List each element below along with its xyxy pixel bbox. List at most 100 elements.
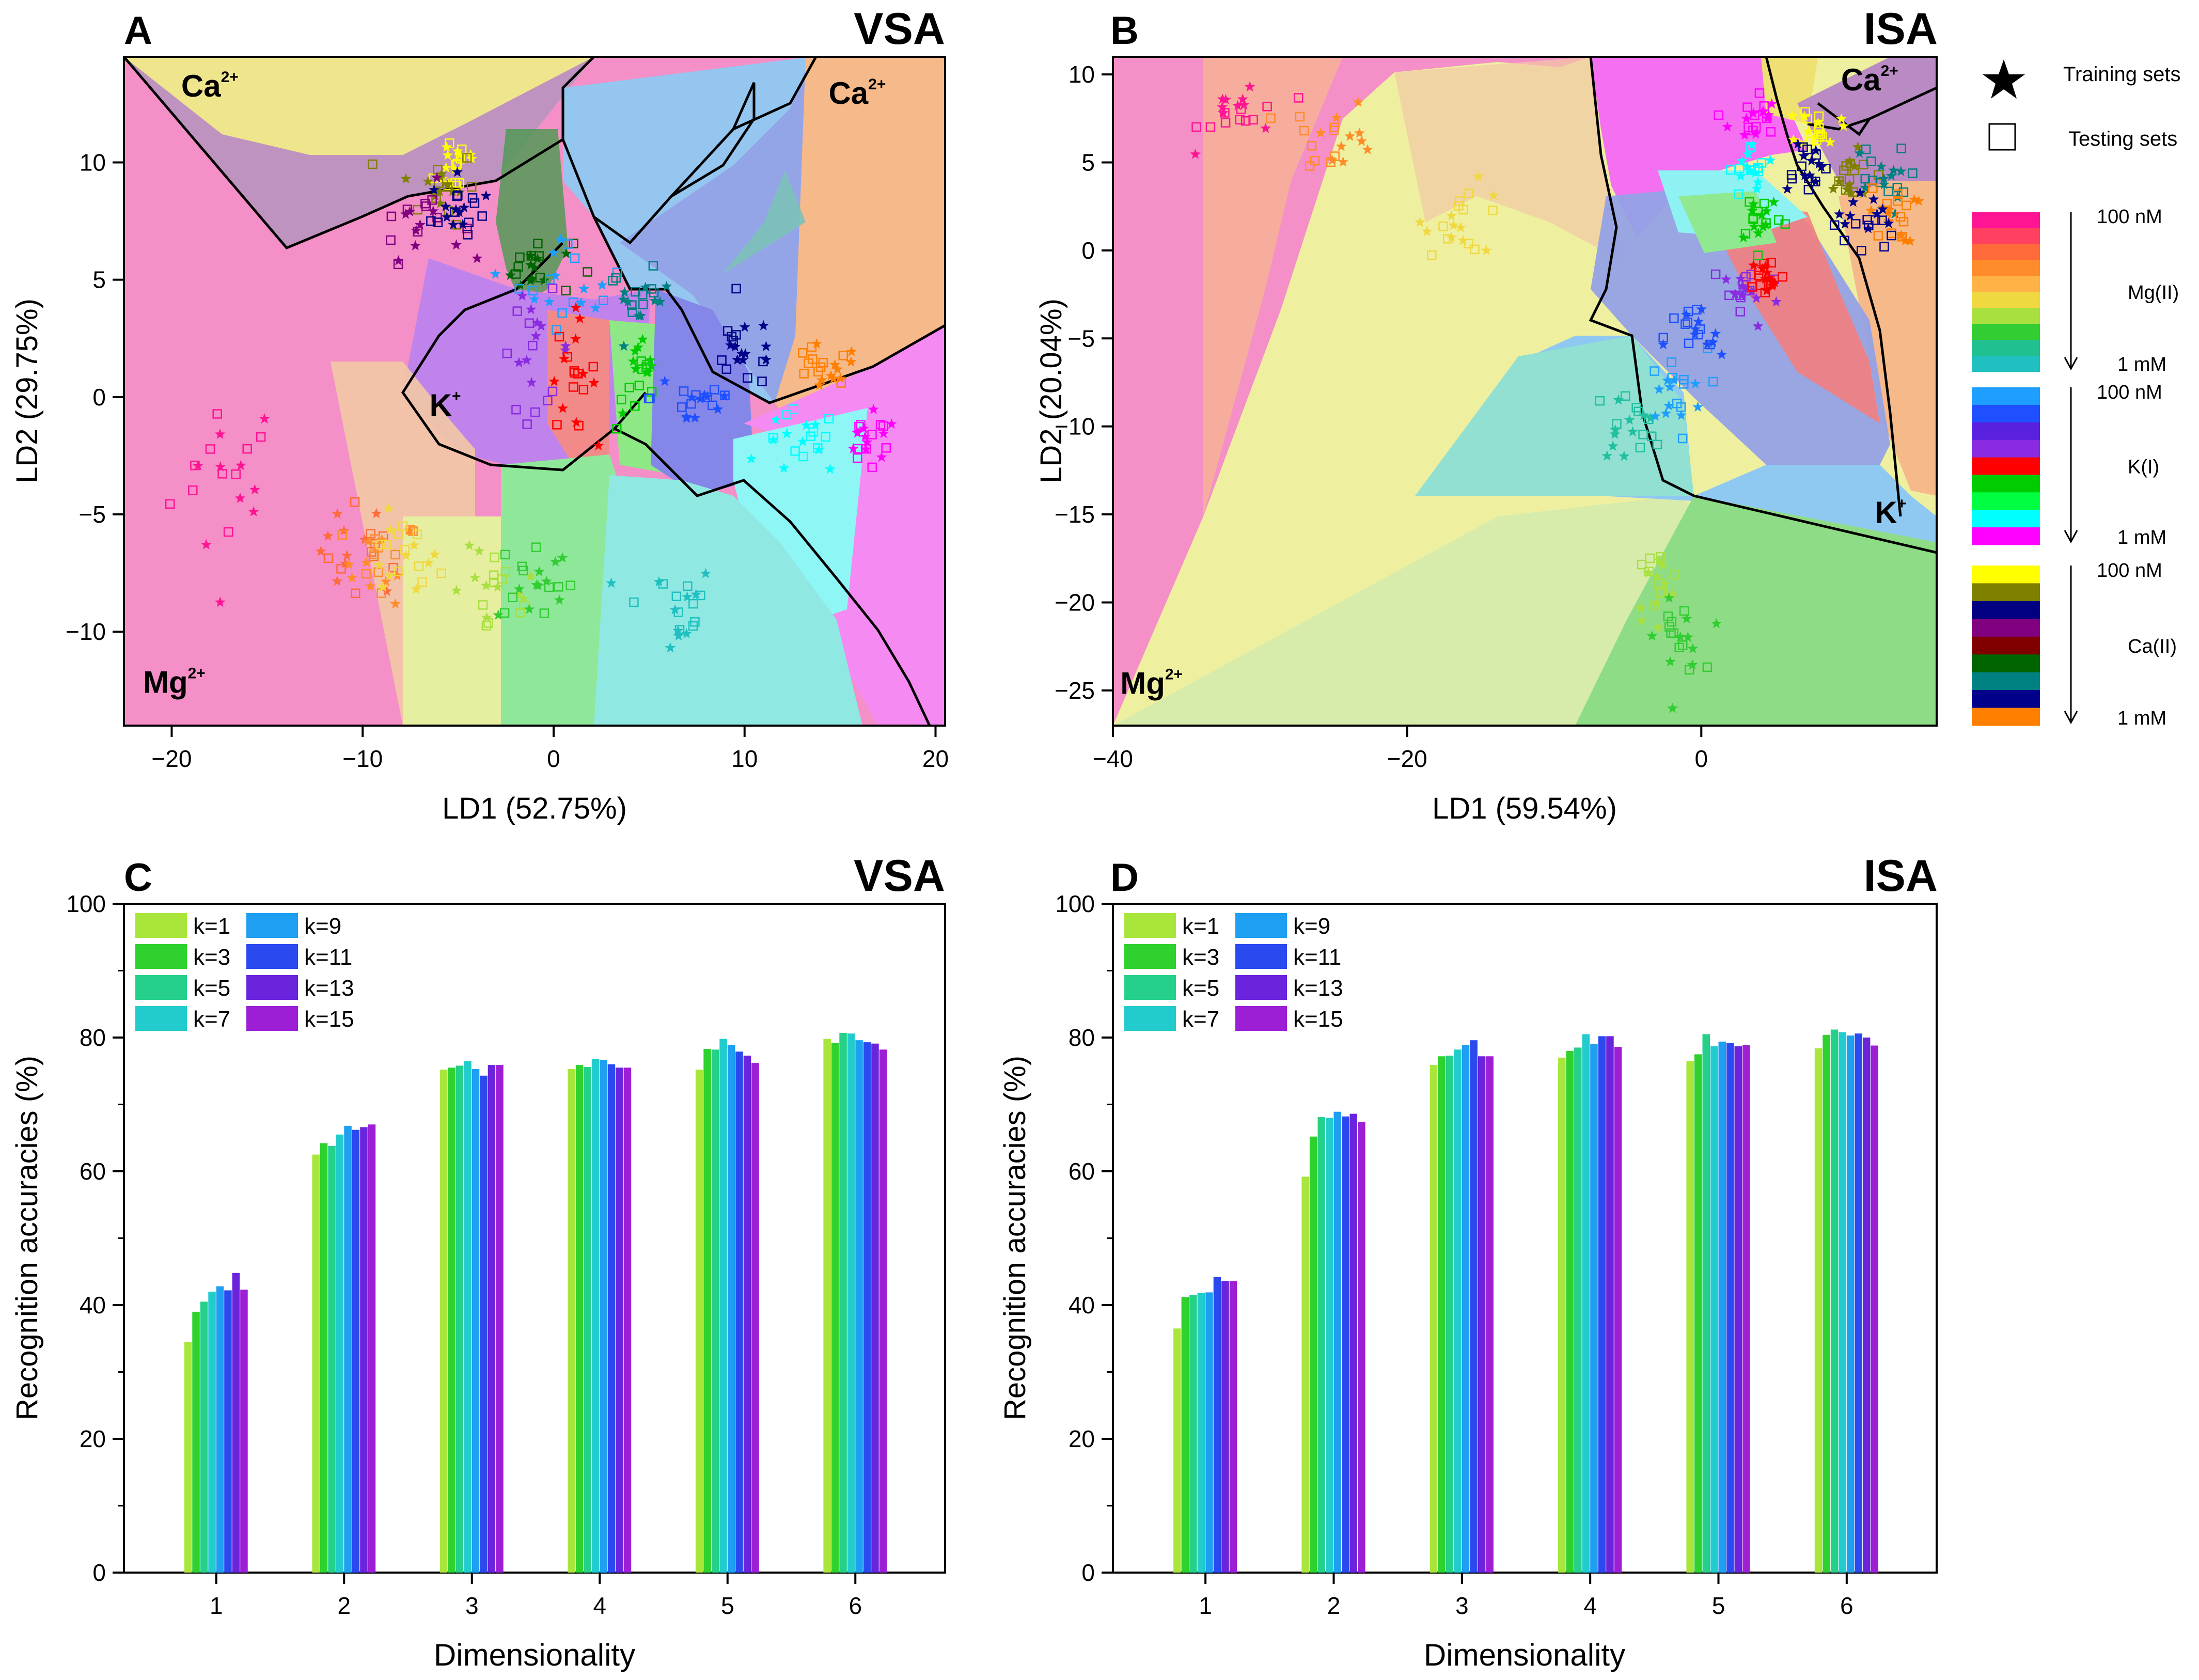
testing-point [1735, 307, 1746, 317]
x-tick-label: 6 [1840, 1592, 1854, 1619]
legend-color-swatch [1972, 492, 2040, 510]
testing-point [545, 274, 555, 285]
training-point [1810, 145, 1821, 155]
legend-group-top: 100 nM [2097, 206, 2162, 228]
testing-point [394, 529, 404, 539]
testing-point [856, 420, 866, 430]
training-point [1744, 164, 1755, 175]
training-point [1833, 176, 1845, 186]
testing-point [690, 617, 700, 627]
bar [831, 1043, 839, 1573]
testing-point [1205, 122, 1216, 132]
legend-color-swatch [1972, 324, 2040, 340]
bar [1846, 1035, 1855, 1573]
bar [455, 1065, 464, 1573]
testing-point [599, 295, 608, 306]
training-point [1842, 184, 1853, 194]
testing-point [1464, 189, 1473, 198]
training-point [627, 355, 639, 366]
training-point [876, 451, 887, 462]
training-point [544, 296, 555, 307]
testing-point [544, 582, 554, 592]
training-point [1838, 120, 1849, 131]
training-point [532, 253, 543, 263]
testing-point [611, 273, 621, 283]
training-point [770, 414, 781, 425]
testing-point [350, 497, 360, 507]
training-point [248, 506, 259, 516]
testing-point [1326, 157, 1336, 167]
x-tick-label: 20 [922, 745, 949, 772]
training-point [214, 596, 226, 607]
legend-swatch [135, 1006, 187, 1031]
training-point [1736, 289, 1747, 300]
bar [1358, 1122, 1365, 1573]
training-point [1758, 106, 1769, 117]
testing-point [1850, 219, 1861, 229]
region-label-superscript: + [1897, 495, 1907, 512]
bar [240, 1290, 248, 1573]
training-point [1812, 117, 1824, 128]
training-point [570, 302, 582, 312]
training-point [1707, 337, 1719, 347]
testing-point [547, 386, 558, 397]
region-label-superscript: 2+ [868, 76, 886, 93]
legend-swatch [246, 944, 298, 969]
testing-point [674, 625, 685, 635]
testing-point [1677, 640, 1688, 650]
testing-point [569, 239, 578, 248]
training-point [635, 310, 647, 321]
testing-point [627, 307, 637, 317]
testing-point [323, 553, 334, 563]
testing-point [361, 569, 371, 579]
training-point [642, 366, 654, 377]
training-point [1331, 112, 1342, 123]
training-point [1710, 328, 1721, 339]
testing-point [789, 404, 798, 414]
training-point [561, 248, 572, 259]
training-point [215, 461, 226, 472]
scatter-cluster [1747, 258, 1787, 297]
scatter-cluster [1725, 139, 1776, 199]
testing-point [854, 421, 864, 432]
training-point [860, 444, 872, 454]
testing-point [402, 205, 413, 214]
testing-point [708, 400, 717, 411]
training-point [377, 581, 388, 592]
testing-point [499, 608, 510, 618]
bar [1438, 1056, 1446, 1573]
training-point [441, 162, 452, 172]
testing-point [721, 364, 732, 374]
training-point [1750, 167, 1761, 178]
training-point [526, 273, 538, 284]
legend-group-top: 100 nM [2097, 382, 2162, 403]
testing-point [1898, 187, 1909, 197]
legend-color-swatch [1972, 654, 2040, 673]
training-point [1852, 141, 1863, 152]
training-point [1646, 630, 1658, 641]
training-point [1748, 107, 1759, 118]
training-point [1663, 592, 1675, 603]
training-point [1356, 135, 1367, 146]
testing-point [1873, 231, 1883, 241]
training-point [410, 240, 421, 250]
panel-title-b: ISA [1864, 4, 1938, 54]
legend-color-swatch [1972, 260, 2040, 276]
training-point [1895, 229, 1907, 240]
training-point [548, 247, 559, 258]
testing-point [1753, 207, 1763, 216]
training-point [577, 368, 589, 379]
testing-point [568, 382, 578, 392]
testing-point [1295, 112, 1305, 122]
testing-point [683, 581, 693, 591]
training-point [536, 320, 547, 331]
legend-color-swatch [1972, 601, 2040, 619]
legend-training-label: Training sets [2063, 63, 2181, 86]
training-point [1643, 567, 1654, 578]
scatter-cluster [612, 334, 657, 434]
testing-point [583, 267, 592, 277]
y-axis-label-b: LD2 (20.04%) [1034, 299, 1068, 483]
scatter-cluster [1635, 552, 1679, 632]
training-point [1752, 177, 1764, 187]
legend-swatch [135, 913, 187, 938]
